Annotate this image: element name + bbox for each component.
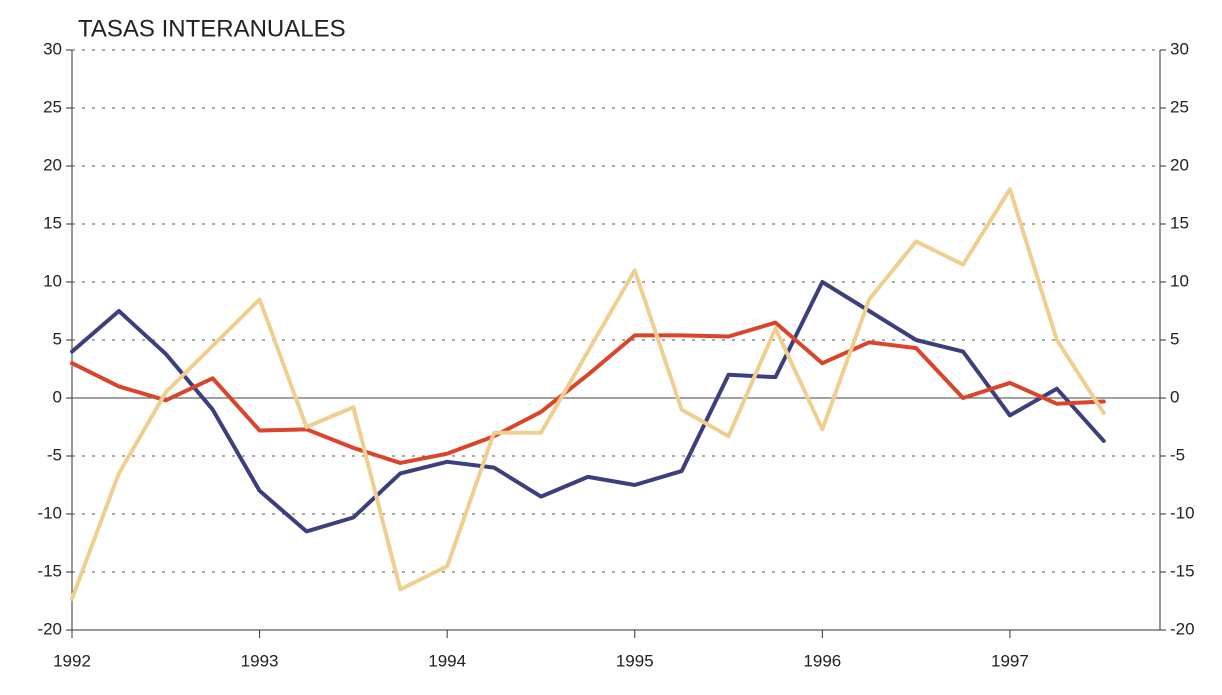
y-tick-label: 25	[43, 97, 62, 116]
y-tick-label: -20	[37, 619, 62, 638]
y2-tick-label: 15	[1170, 213, 1189, 232]
y-tick-label: -15	[37, 561, 62, 580]
chart-title: TASAS INTERANUALES	[78, 15, 346, 42]
series-line	[70, 187, 1106, 601]
y2-tick-label: 5	[1170, 329, 1179, 348]
series-line	[70, 320, 1106, 465]
x-tick-label: 1994	[428, 651, 466, 670]
y-tick-label: 0	[53, 387, 62, 406]
y-tick-label: -10	[37, 503, 62, 522]
y2-tick-label: -5	[1170, 445, 1185, 464]
y2-tick-label: -10	[1170, 503, 1195, 522]
x-tick-label: 1997	[991, 651, 1029, 670]
x-tick-label: 1995	[616, 651, 654, 670]
y2-tick-label: -15	[1170, 561, 1195, 580]
y2-tick-label: 30	[1170, 39, 1189, 58]
y2-tick-label: 10	[1170, 271, 1189, 290]
y-tick-label: 10	[43, 271, 62, 290]
y-tick-label: 30	[43, 39, 62, 58]
y2-tick-label: 0	[1170, 387, 1179, 406]
y-tick-label: -5	[47, 445, 62, 464]
x-tick-label: 1996	[803, 651, 841, 670]
y-tick-label: 15	[43, 213, 62, 232]
y2-tick-label: 20	[1170, 155, 1189, 174]
y-tick-label: 20	[43, 155, 62, 174]
series-line	[70, 280, 1106, 534]
y-tick-label: 5	[53, 329, 62, 348]
y2-tick-label: 25	[1170, 97, 1189, 116]
x-tick-label: 1993	[241, 651, 279, 670]
x-tick-label: 1992	[53, 651, 91, 670]
y2-tick-label: -20	[1170, 619, 1195, 638]
